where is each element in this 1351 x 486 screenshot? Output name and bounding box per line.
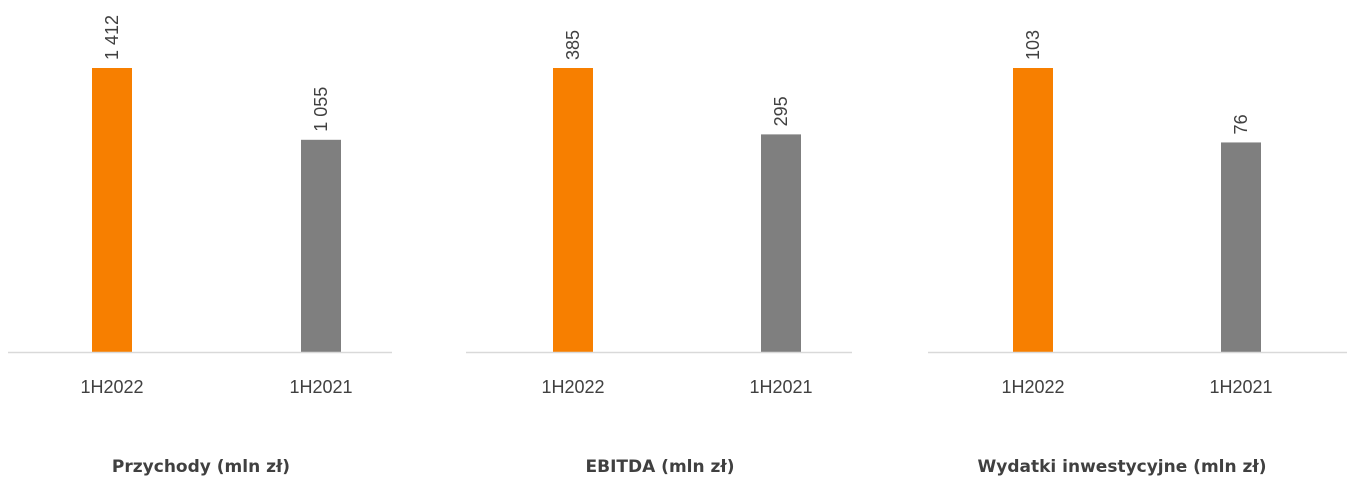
bar-1h2022 [553, 68, 593, 352]
data-label: 103 [1023, 30, 1043, 60]
category-label: 1H2022 [1001, 377, 1064, 397]
data-label: 295 [771, 96, 791, 126]
bar-1h2022 [92, 68, 132, 352]
chart-title-capex: Wydatki inwestycyjne (mln zł) [977, 457, 1267, 477]
bar-1h2021 [761, 134, 801, 352]
chart-revenue: 1 412 1H2022 1 055 1H2021 [8, 15, 392, 397]
data-label: 1 412 [102, 15, 122, 60]
chart-capex: 103 1H2022 76 1H2021 [928, 30, 1347, 397]
chart-title-ebitda: EBITDA (mln zł) [585, 457, 735, 477]
chart-ebitda: 385 1H2022 295 1H2021 [466, 30, 852, 397]
category-label: 1H2022 [541, 377, 604, 397]
category-label: 1H2021 [1209, 377, 1272, 397]
bar-1h2021 [301, 139, 341, 352]
category-label: 1H2022 [80, 377, 143, 397]
bar-1h2021 [1221, 142, 1261, 352]
data-label: 76 [1231, 114, 1251, 134]
chart-title-revenue: Przychody (mln zł) [111, 457, 291, 477]
data-label: 1 055 [311, 87, 331, 132]
category-label: 1H2021 [749, 377, 812, 397]
category-label: 1H2021 [289, 377, 352, 397]
bar-1h2022 [1013, 68, 1053, 352]
data-label: 385 [563, 30, 583, 60]
